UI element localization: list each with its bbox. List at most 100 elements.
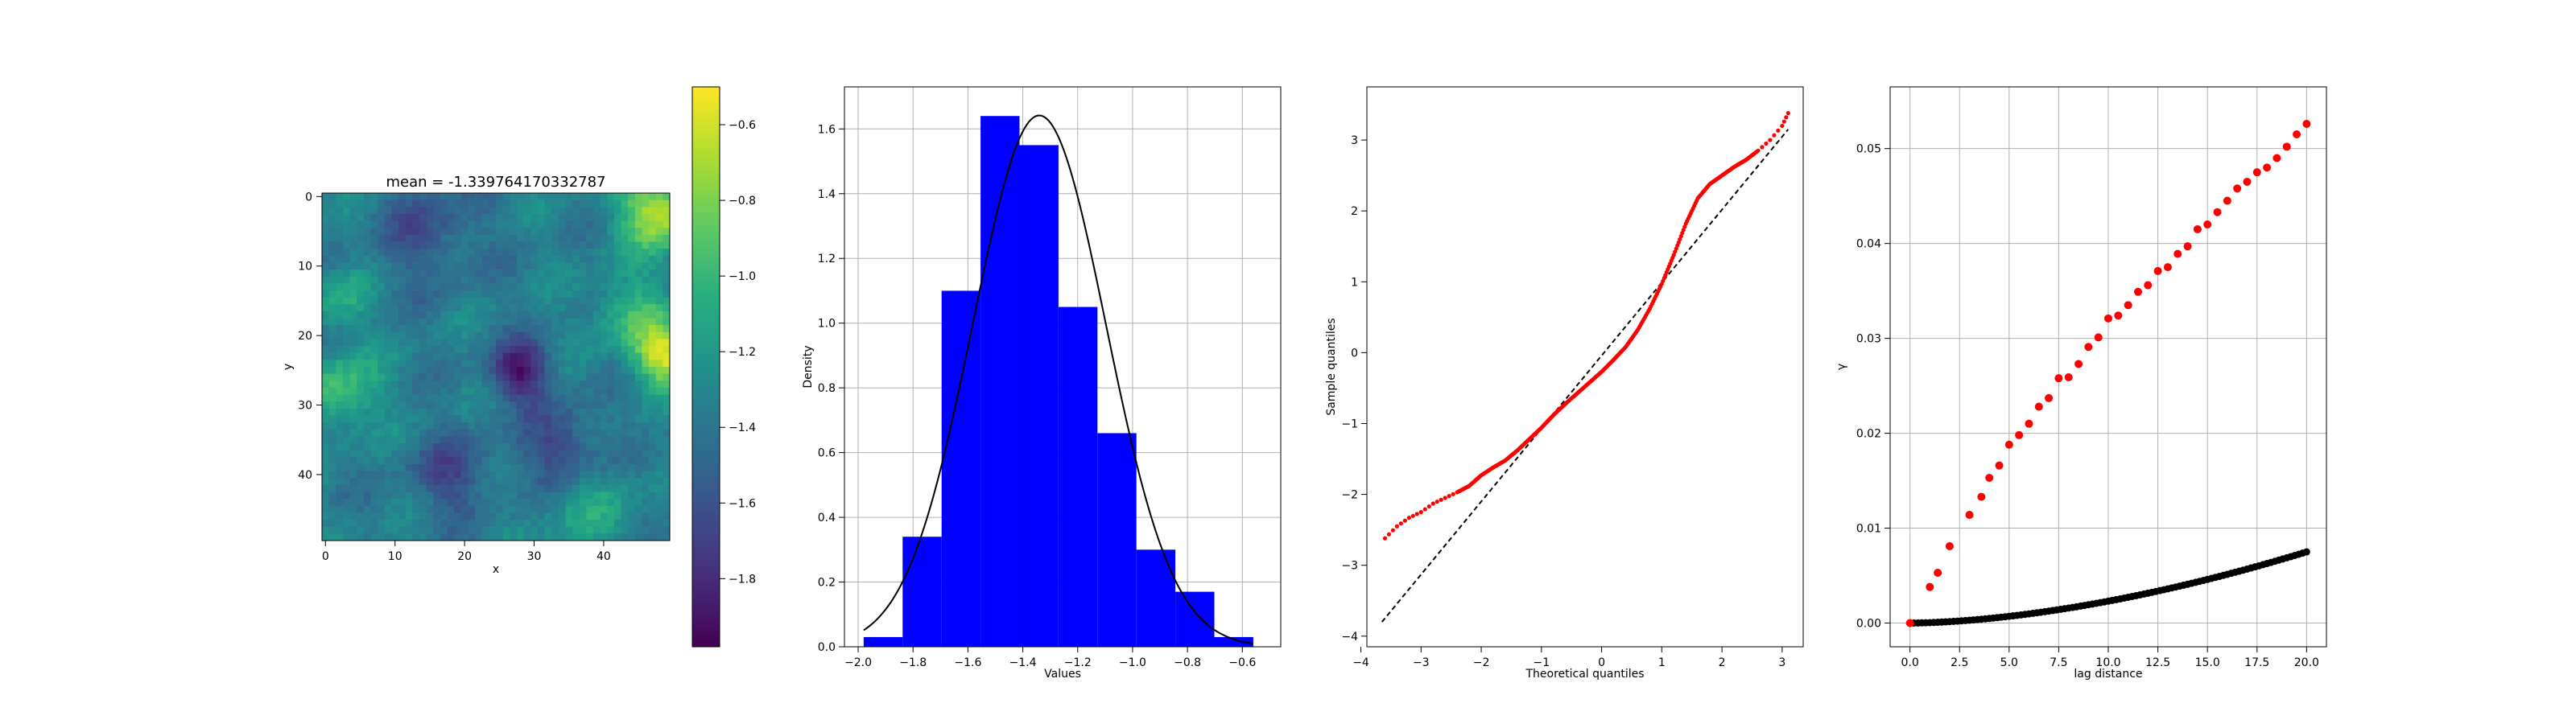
heatmap-cell bbox=[634, 526, 642, 534]
heatmap-cell bbox=[551, 505, 559, 513]
heatmap-cell bbox=[378, 381, 386, 389]
heatmap-cell bbox=[607, 408, 615, 416]
heatmap-cell bbox=[433, 429, 441, 437]
heatmap-cell bbox=[454, 269, 462, 278]
heatmap-cell bbox=[489, 463, 497, 472]
heatmap-cell bbox=[405, 269, 413, 278]
heatmap-cell bbox=[357, 436, 365, 444]
heatmap-cell bbox=[607, 526, 615, 534]
heatmap-cell bbox=[544, 311, 552, 319]
heatmap-cell bbox=[663, 526, 671, 534]
heatmap-cell bbox=[642, 505, 650, 513]
heatmap-cell bbox=[378, 415, 386, 423]
heatmap-cell bbox=[342, 220, 351, 228]
heatmap-cell bbox=[475, 457, 483, 465]
heatmap-cell bbox=[349, 276, 357, 284]
heatmap-cell bbox=[440, 220, 448, 228]
heatmap-cell bbox=[447, 505, 455, 513]
heatmap-cell bbox=[558, 484, 566, 493]
heatmap-cell bbox=[502, 283, 510, 291]
heatmap-cell bbox=[419, 325, 427, 333]
heatmap-cell bbox=[357, 381, 365, 389]
heatmap-cell bbox=[433, 283, 441, 291]
heatmap-cell bbox=[328, 505, 336, 513]
heatmap-cell bbox=[510, 220, 518, 228]
heatmap-cell bbox=[481, 220, 489, 228]
heatmap-cell bbox=[502, 200, 510, 208]
heatmap-cell bbox=[565, 234, 573, 242]
heatmap-cell bbox=[370, 283, 378, 291]
heatmap-cell bbox=[378, 499, 386, 507]
heatmap-panel: mean = -1.339764170332787 0 10 20 30 40 0102… bbox=[282, 174, 671, 576]
heatmap-cell bbox=[655, 387, 663, 396]
heatmap-cell bbox=[579, 457, 587, 465]
heatmap-cell bbox=[398, 408, 407, 416]
heatmap-cell bbox=[551, 269, 559, 278]
heatmap-cell bbox=[357, 234, 365, 242]
heatmap-cell bbox=[607, 269, 615, 278]
heatmap-cell bbox=[357, 339, 365, 347]
variogram-x-label: lag distance bbox=[2074, 668, 2142, 681]
heatmap-cell bbox=[551, 228, 559, 236]
heatmap-cell bbox=[412, 394, 420, 402]
heatmap-cell bbox=[342, 297, 351, 305]
heatmap-cell bbox=[468, 492, 476, 500]
heatmap-cell bbox=[328, 262, 336, 270]
heatmap-cell bbox=[412, 297, 420, 305]
heatmap-cell bbox=[502, 422, 510, 430]
heatmap-cell bbox=[579, 526, 587, 534]
heatmap-cell bbox=[336, 422, 344, 430]
heatmap-cell bbox=[613, 207, 622, 215]
heatmap-cell bbox=[558, 505, 566, 513]
heatmap-cell bbox=[336, 394, 344, 402]
heatmap-cell bbox=[426, 311, 434, 319]
heatmap-cell bbox=[328, 499, 336, 507]
heatmap-cell bbox=[357, 457, 365, 465]
heatmap-cell bbox=[628, 457, 636, 465]
heatmap-cell bbox=[634, 408, 642, 416]
heatmap-cell bbox=[468, 290, 476, 298]
heatmap-cell bbox=[489, 520, 497, 528]
heatmap-cell bbox=[649, 520, 657, 528]
heatmap-cell bbox=[447, 526, 455, 534]
heatmap-cell bbox=[537, 499, 545, 507]
heatmap-cell bbox=[384, 234, 392, 242]
heatmap-cell bbox=[642, 241, 650, 249]
heatmap-cell bbox=[426, 331, 434, 339]
heatmap-cell bbox=[475, 401, 483, 409]
heatmap-cell bbox=[363, 443, 371, 451]
heatmap-cell bbox=[655, 290, 663, 298]
heatmap-cell bbox=[642, 415, 650, 423]
heatmap-cell bbox=[475, 526, 483, 534]
heatmap-cell bbox=[628, 249, 636, 257]
heatmap-cell bbox=[384, 262, 392, 270]
heatmap-cell bbox=[475, 228, 483, 236]
heatmap-cell bbox=[328, 276, 336, 284]
heatmap-cell bbox=[530, 463, 539, 472]
heatmap-cell bbox=[572, 436, 580, 444]
heatmap-cell bbox=[579, 463, 587, 472]
heatmap-cell bbox=[655, 255, 663, 263]
heatmap-cell bbox=[586, 339, 594, 347]
histogram-bar bbox=[980, 116, 1020, 647]
heatmap-cell bbox=[433, 367, 441, 375]
heatmap-cell bbox=[454, 492, 462, 500]
heatmap-cell bbox=[579, 220, 587, 228]
heatmap-cell bbox=[510, 436, 518, 444]
heatmap-cell bbox=[370, 276, 378, 284]
heatmap-cell bbox=[349, 526, 357, 534]
heatmap-cell bbox=[405, 394, 413, 402]
heatmap-cell bbox=[426, 492, 434, 500]
heatmap-cell bbox=[621, 325, 629, 333]
heatmap-cell bbox=[572, 193, 580, 201]
heatmap-cell bbox=[370, 297, 378, 305]
heatmap-cell bbox=[565, 228, 573, 236]
heatmap-cell bbox=[502, 429, 510, 437]
heatmap-cell bbox=[481, 234, 489, 242]
heatmap-cell bbox=[468, 373, 476, 381]
heatmap-cell bbox=[370, 443, 378, 451]
heatmap-cell bbox=[613, 200, 622, 208]
heatmap-cell bbox=[328, 401, 336, 409]
heatmap-cell bbox=[634, 415, 642, 423]
heatmap-cell bbox=[544, 269, 552, 278]
